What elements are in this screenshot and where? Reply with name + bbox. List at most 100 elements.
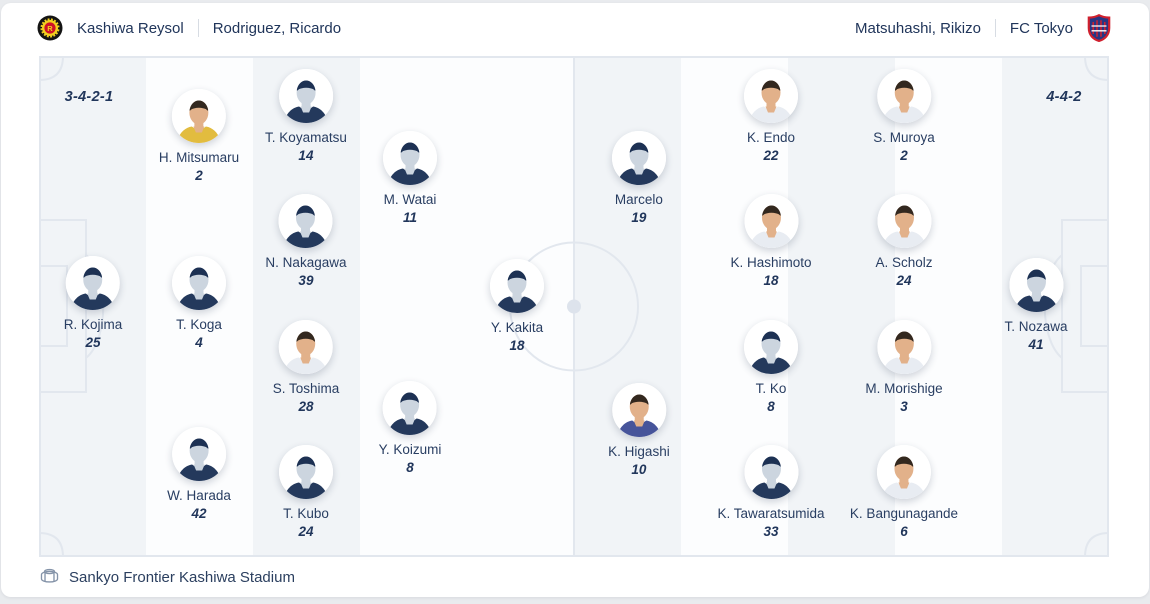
player-avatar <box>743 68 798 123</box>
player-name: S. Toshima <box>272 380 340 396</box>
player[interactable]: T. Ko 8 <box>743 319 798 414</box>
player[interactable]: K. Tawaratsumida 33 <box>717 444 825 539</box>
player[interactable]: T. Koyamatsu 14 <box>265 68 347 163</box>
player-number: 28 <box>298 398 314 414</box>
player[interactable]: T. Kubo 24 <box>278 444 333 539</box>
player-name: S. Muroya <box>873 129 935 145</box>
kashiwa-reysol-badge-icon[interactable]: R <box>37 15 63 41</box>
player-number: 6 <box>900 523 908 539</box>
player-avatar <box>743 444 798 499</box>
player[interactable]: H. Mitsumaru 2 <box>159 89 239 183</box>
player-avatar <box>611 131 666 185</box>
svg-text:R: R <box>47 24 53 33</box>
player-number: 39 <box>298 272 314 288</box>
player-number: 11 <box>402 210 417 225</box>
player-avatar <box>743 319 798 374</box>
player[interactable]: W. Harada 42 <box>167 426 231 521</box>
player-avatar <box>171 426 226 481</box>
player[interactable]: A. Scholz 24 <box>875 193 933 288</box>
home-team-name[interactable]: Kashiwa Reysol <box>77 19 184 37</box>
player-avatar <box>876 319 931 374</box>
center-spot <box>567 299 581 314</box>
player-avatar <box>611 383 666 437</box>
player[interactable]: K. Bangunagande 6 <box>849 444 959 539</box>
player-avatar <box>278 319 333 374</box>
player-name: T. Koga <box>176 317 222 332</box>
fc-tokyo-badge-icon[interactable] <box>1087 14 1111 42</box>
player-name: K. Hashimoto <box>730 254 812 270</box>
player-number: 14 <box>298 147 314 163</box>
player[interactable]: M. Watai 11 <box>382 131 437 225</box>
player-number: 8 <box>406 460 414 475</box>
player-number: 41 <box>1028 337 1044 352</box>
player-avatar <box>171 89 226 144</box>
football-pitch: 3-4-2-1 4-4-2 R. Kojima 25 <box>39 56 1109 557</box>
player-name: A. Scholz <box>875 254 933 270</box>
home-formation-label: 3-4-2-1 <box>64 89 114 105</box>
player-avatar <box>278 193 333 248</box>
home-header-group: R Kashiwa Reysol Rodriguez, Ricardo <box>37 15 341 41</box>
player-number: 24 <box>896 272 912 288</box>
player-avatar <box>382 131 437 185</box>
player-name: M. Watai <box>383 192 437 207</box>
player[interactable]: K. Higashi 10 <box>608 383 670 477</box>
player-name: T. Nozawa <box>1004 319 1068 334</box>
venue-bar: Sankyo Frontier Kashiwa Stadium <box>39 557 295 597</box>
player-number: 18 <box>763 272 779 288</box>
player-avatar <box>1009 258 1064 312</box>
player-number: 18 <box>509 338 525 353</box>
player-name: T. Ko <box>755 380 787 396</box>
player-name: H. Mitsumaru <box>158 150 240 166</box>
player[interactable]: K. Hashimoto 18 <box>730 193 812 288</box>
player-number: 2 <box>900 147 908 163</box>
player[interactable]: Y. Koizumi 8 <box>378 381 442 475</box>
player[interactable]: N. Nakagawa 39 <box>265 193 347 288</box>
player-avatar <box>278 444 333 499</box>
player[interactable]: Marcelo 19 <box>611 131 666 225</box>
player[interactable]: T. Koga 4 <box>171 256 226 350</box>
pitch-markings <box>39 56 1109 557</box>
player-avatar <box>876 444 931 499</box>
player-name: Y. Koizumi <box>378 442 442 457</box>
player[interactable]: Y. Kakita 18 <box>489 259 544 353</box>
home-manager-name[interactable]: Rodriguez, Ricardo <box>212 19 342 37</box>
player-number: 42 <box>191 505 207 521</box>
player-number: 25 <box>85 335 101 350</box>
player-name: K. Endo <box>746 129 795 145</box>
player[interactable]: S. Muroya 2 <box>873 68 935 163</box>
venue-name: Sankyo Frontier Kashiwa Stadium <box>69 568 295 586</box>
away-manager-name[interactable]: Matsuhashi, Rikizo <box>855 19 981 37</box>
player-name: M. Morishige <box>865 380 943 396</box>
player-number: 19 <box>631 210 647 225</box>
player-avatar <box>382 381 437 435</box>
player[interactable]: S. Toshima 28 <box>272 319 340 414</box>
player-avatar <box>278 68 333 123</box>
away-team-name[interactable]: FC Tokyo <box>1009 19 1073 37</box>
header-separator <box>197 19 199 37</box>
player-name: K. Bangunagande <box>849 505 959 521</box>
player[interactable]: K. Endo 22 <box>743 68 798 163</box>
player-avatar <box>489 259 544 313</box>
player-avatar <box>743 193 798 248</box>
player-number: 4 <box>195 335 203 350</box>
player-number: 10 <box>631 462 647 477</box>
player-name: K. Higashi <box>608 444 670 459</box>
player-name: T. Koyamatsu <box>265 129 347 145</box>
player-avatar <box>171 256 226 310</box>
player-number: 2 <box>195 168 203 184</box>
player-number: 22 <box>763 147 779 163</box>
player-name: Y. Kakita <box>490 320 544 335</box>
player-number: 3 <box>900 398 908 414</box>
player-avatar <box>876 68 931 123</box>
player-name: Marcelo <box>614 192 663 207</box>
lineups-panel: R Kashiwa Reysol Rodriguez, Ricardo Mats… <box>1 3 1149 597</box>
stadium-icon <box>39 566 60 589</box>
player-name: N. Nakagawa <box>265 254 347 270</box>
player-number: 8 <box>767 398 775 414</box>
player[interactable]: R. Kojima 25 <box>64 256 122 350</box>
player-number: 24 <box>298 523 314 539</box>
player[interactable]: T. Nozawa 41 <box>1005 258 1068 352</box>
match-header: R Kashiwa Reysol Rodriguez, Ricardo Mats… <box>1 3 1149 53</box>
header-separator <box>994 19 996 37</box>
player[interactable]: M. Morishige 3 <box>865 319 943 414</box>
